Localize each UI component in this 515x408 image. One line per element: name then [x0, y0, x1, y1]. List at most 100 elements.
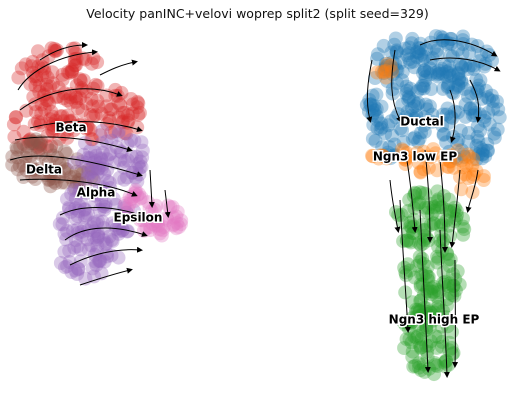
cell-point	[440, 159, 455, 174]
cell-point	[410, 84, 425, 99]
cell-point	[421, 269, 436, 284]
cell-point	[396, 135, 411, 150]
cell-point	[84, 220, 99, 235]
cell-point	[134, 135, 149, 150]
cell-point	[84, 170, 99, 185]
cell-point	[40, 128, 55, 143]
streamline	[391, 49, 402, 123]
cell-point	[451, 66, 466, 80]
cell-point	[71, 261, 86, 276]
cell-point	[90, 55, 105, 70]
streamline	[424, 149, 433, 243]
cell-point	[144, 203, 159, 218]
cell-point	[462, 149, 477, 164]
cell-point	[443, 276, 458, 291]
cell-point	[415, 309, 430, 324]
cell-point	[416, 79, 431, 93]
cell-point	[397, 341, 412, 355]
cell-point	[16, 137, 31, 151]
cell-point	[408, 99, 423, 114]
cell-point	[27, 162, 41, 177]
cell-point	[74, 117, 89, 132]
cell-point	[30, 135, 45, 149]
cell-point	[449, 151, 464, 166]
cell-point	[399, 233, 414, 248]
cell-point	[439, 64, 454, 79]
cell-point	[88, 77, 103, 92]
cell-point	[33, 137, 48, 152]
cell-point	[125, 106, 140, 121]
cell-point	[446, 86, 461, 100]
cell-point	[416, 66, 430, 80]
cell-point	[436, 217, 451, 232]
streamline	[366, 59, 373, 123]
cell-point	[445, 347, 460, 362]
cell-point	[423, 217, 438, 232]
cell-point	[87, 269, 101, 284]
cell-point	[370, 65, 384, 80]
cell-point	[38, 168, 53, 182]
cell-point	[363, 97, 378, 112]
cell-point	[83, 122, 98, 137]
cell-point	[97, 167, 112, 181]
cell-point	[416, 236, 430, 251]
cell-point	[470, 119, 485, 134]
cell-point	[411, 196, 426, 211]
cell-point	[94, 194, 109, 209]
cell-point	[78, 52, 93, 67]
cell-point	[463, 102, 478, 117]
cell-point	[93, 179, 108, 194]
cell-point	[418, 97, 433, 112]
cell-point	[23, 136, 38, 151]
cell-point	[406, 359, 421, 374]
cell-point	[132, 187, 146, 201]
cell-point	[103, 102, 118, 117]
cell-point	[436, 304, 450, 318]
cell-point	[55, 67, 70, 82]
cell-point	[402, 46, 417, 61]
cell-point	[120, 170, 134, 185]
cell-point	[492, 110, 507, 125]
cell-point	[76, 51, 90, 66]
cell-point	[111, 250, 126, 265]
cell-point	[423, 54, 438, 69]
cell-point	[434, 61, 449, 76]
cell-point	[13, 139, 28, 154]
cell-point	[416, 256, 431, 271]
cell-point	[134, 190, 149, 205]
cell-point	[469, 152, 484, 167]
cell-point	[88, 254, 103, 269]
cell-point	[413, 81, 428, 96]
cell-point	[432, 66, 447, 81]
cell-point	[174, 213, 189, 228]
cell-point	[29, 72, 44, 87]
cell-point	[56, 114, 71, 129]
cell-point	[454, 73, 469, 88]
cell-point	[435, 235, 450, 250]
cell-point	[87, 215, 101, 230]
cell-point	[417, 149, 432, 164]
cell-point	[385, 55, 400, 70]
cell-point	[78, 208, 93, 223]
cell-point	[88, 188, 103, 203]
cell-point	[405, 344, 420, 359]
cell-point	[407, 329, 422, 344]
cell-point	[454, 59, 469, 74]
cell-point	[42, 96, 57, 111]
cell-point	[414, 125, 429, 140]
cell-point	[462, 45, 477, 60]
cell-point	[446, 203, 461, 218]
cell-point	[89, 148, 104, 163]
cell-point	[68, 191, 83, 206]
cell-point	[452, 277, 467, 292]
cell-point	[454, 182, 469, 197]
cell-point	[404, 311, 419, 326]
cell-point	[422, 99, 437, 114]
cell-point	[463, 58, 478, 73]
cell-point	[28, 78, 43, 93]
cell-point	[393, 121, 408, 136]
streamline	[429, 57, 501, 72]
cell-point	[461, 134, 476, 149]
cell-point	[469, 72, 484, 87]
cell-point	[398, 152, 413, 167]
